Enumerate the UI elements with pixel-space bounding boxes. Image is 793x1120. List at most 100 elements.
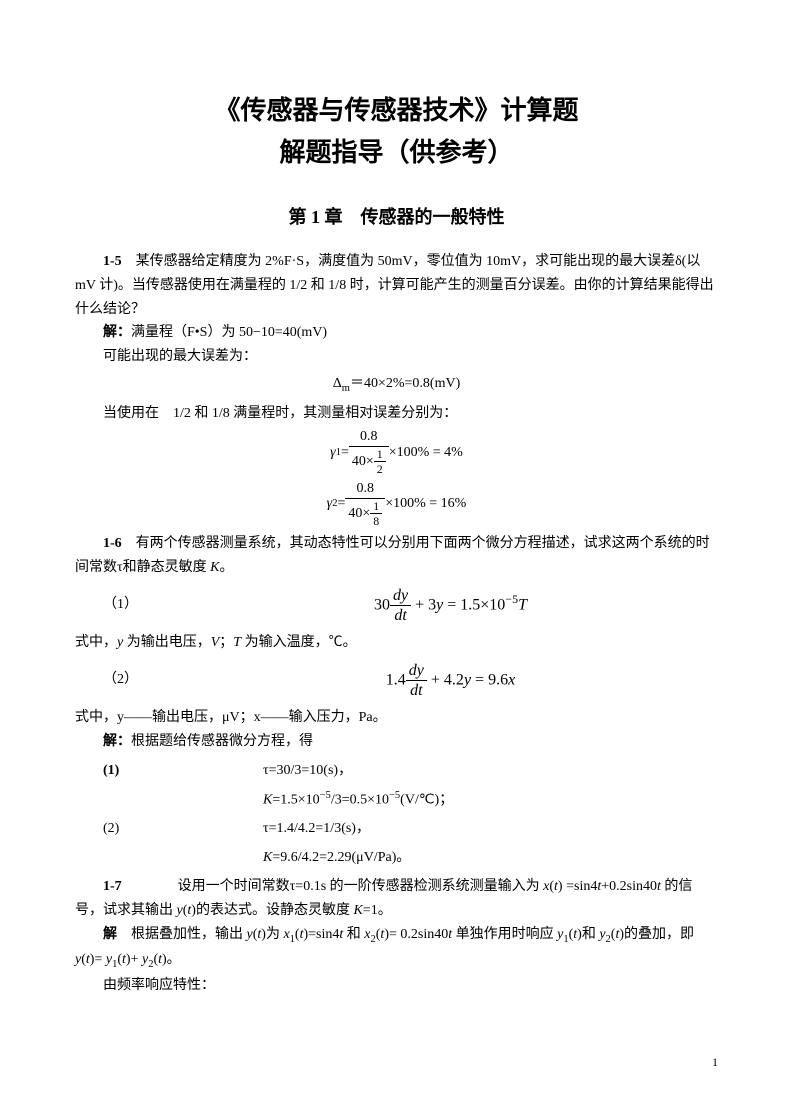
sd: 和 [343, 927, 364, 942]
gamma1-num: 0.8 [349, 429, 389, 447]
problem-number: 1-5 [103, 254, 122, 269]
t: t [122, 952, 126, 967]
t-a: 式中， [75, 635, 117, 650]
sa: 根据叠加性，输出 [117, 927, 247, 942]
x-sym: x [508, 671, 515, 688]
y-sym: y [464, 671, 471, 688]
chapter-title: 第 1 章 传感器的一般特性 [75, 203, 718, 232]
eq-sign: = [337, 493, 345, 515]
sol-b: K=1.5×10−5/3=0.5×10−5(V/℃)； [263, 788, 453, 812]
eq-sign: = [341, 442, 349, 464]
eq-body: 30dydt + 3y = 1.5×10−5T [183, 586, 718, 625]
t1f: =1。 [363, 903, 392, 918]
gamma2-frac: 0.8 40×18 [345, 481, 385, 528]
eq-number: （1） [75, 594, 183, 616]
problem-1-5: 1-5 某传感器给定精度为 2%F·S，满度值为 50mV，零位值为 10mV，… [75, 250, 718, 321]
s2b: 2 [606, 933, 611, 944]
t: t [257, 927, 261, 942]
b2: /3=0.5×10 [331, 793, 389, 808]
x: x [543, 879, 549, 894]
eq-gamma2: γ2 = 0.8 40×18 ×100% = 16% [75, 481, 718, 528]
coef-c: = 1.5×10 [443, 596, 505, 613]
den-a: 40× [352, 454, 374, 469]
t-b: 为输出电压， [123, 635, 211, 650]
exp1: −5 [320, 790, 331, 801]
dy: dy [390, 586, 411, 606]
dt: dt [406, 681, 427, 700]
t-sym: T [518, 596, 527, 613]
solution-label: 解： [103, 734, 131, 749]
y: y [177, 903, 183, 918]
sol-intro: 根据题给传感器微分方程，得 [131, 734, 313, 749]
coef-a: 30 [374, 596, 390, 613]
sol-1-6-2b: K=9.6/4.2=2.29(μV/Pa)。 [75, 847, 718, 869]
yt: y [75, 952, 81, 967]
inner-frac: 18 [370, 499, 382, 529]
solution-1-7-line2: 由频率响应特性： [75, 974, 718, 998]
t-c: ； [219, 635, 233, 650]
sol-1-6-1a: (1) τ=30/3=10(s)， [75, 760, 718, 782]
sol-a: τ=30/3=10(s)， [263, 760, 352, 782]
t: t [573, 927, 577, 942]
dt: dt [390, 606, 411, 625]
sol-num: (1) [75, 760, 183, 782]
sol-a: τ=1.4/4.2=1/3(s)， [263, 818, 370, 840]
delta-lhs: Δ [333, 376, 342, 391]
main-title-1: 《传感器与传感器技术》计算题 [75, 90, 718, 132]
sf: 单独作用时响应 [452, 927, 557, 942]
y: y [247, 927, 253, 942]
problem-text: 某传感器给定精度为 2%F·S，满度值为 50mV，零位值为 10mV，求可能出… [75, 254, 714, 317]
t-d: 为输入温度，℃。 [241, 635, 357, 650]
problem-1-6: 1-6 有两个传感器测量系统，其动态特性可以分别用下面两个微分方程描述，试求这两… [75, 532, 718, 580]
t-sym: T [233, 635, 241, 650]
problem-1-7: 1-7 设用一个时间常数τ=0.1s 的一阶传感器检测系统测量输入为 x(t) … [75, 875, 718, 923]
frac-dydt: dydt [390, 586, 411, 625]
desc-1-6-2: 式中，y——输出电压，μV；x——输入压力，Pa。 [75, 706, 718, 730]
sc: =sin4 [308, 927, 339, 942]
si: = [94, 952, 105, 967]
sg: 和 [582, 927, 596, 942]
coef-c: = 9.6 [471, 671, 508, 688]
problem-number: 1-6 [103, 536, 122, 551]
desc-1-6-1: 式中，y 为输出电压，V；T 为输入温度，℃。 [75, 631, 718, 655]
den-a: 40× [348, 506, 370, 521]
t1a: 设用一个时间常数τ=0.1s 的一阶传感器检测系统测量输入为 [178, 879, 543, 894]
inner-num: 1 [374, 447, 386, 461]
inner-num: 1 [370, 499, 382, 513]
eq-body: 1.4dydt + 4.2y = 9.6x [183, 661, 718, 700]
k: K [263, 793, 272, 808]
s1b: 1 [563, 933, 568, 944]
k: K [263, 850, 272, 865]
sh: 的叠加，即 [624, 927, 694, 942]
coef-a: 1.4 [386, 671, 406, 688]
sol-1-6-2a: (2) τ=1.4/4.2=1/3(s)， [75, 818, 718, 840]
eq-1-6-1: （1） 30dydt + 3y = 1.5×10−5T [75, 586, 718, 625]
se: = 0.2sin40 [389, 927, 448, 942]
b1: =9.6/4.2=2.29(μV/Pa)。 [272, 850, 410, 865]
problem-number: 1-7 [103, 879, 122, 894]
delta-sub: m [342, 383, 350, 394]
s2: 2 [371, 933, 376, 944]
t: t [615, 927, 619, 942]
main-title-2: 解题指导（供参考） [75, 132, 718, 174]
solution-text: 满量程（F•S）为 50−10=40(mV) [131, 325, 327, 340]
k: K [353, 903, 362, 918]
t1c: +0.2sin40 [601, 879, 657, 894]
dy: dy [406, 661, 427, 681]
t1b: =sin4 [563, 879, 598, 894]
sol-b: K=9.6/4.2=2.29(μV/Pa)。 [263, 847, 410, 869]
solution-1-5-line2: 可能出现的最大误差为： [75, 345, 718, 369]
solution-label: 解 [103, 927, 117, 942]
exp: −5 [505, 592, 518, 606]
eq-gamma1: γ1 = 0.8 40×12 ×100% = 4% [75, 429, 718, 476]
gamma1-frac: 0.8 40×12 [349, 429, 389, 476]
eq-1-6-2: （2） 1.4dydt + 4.2y = 9.6x [75, 661, 718, 700]
t1e: 的表达式。设静态灵敏度 [196, 903, 354, 918]
t: t [380, 927, 384, 942]
eq-delta: Δm＝40×2%=0.8(mV) [75, 373, 718, 398]
sj: + [131, 952, 142, 967]
solution-1-6-intro: 解：根据题给传感器微分方程，得 [75, 730, 718, 754]
inner-frac: 12 [374, 447, 386, 477]
inner-den: 2 [374, 461, 386, 476]
gamma2-num: 0.8 [345, 481, 385, 499]
